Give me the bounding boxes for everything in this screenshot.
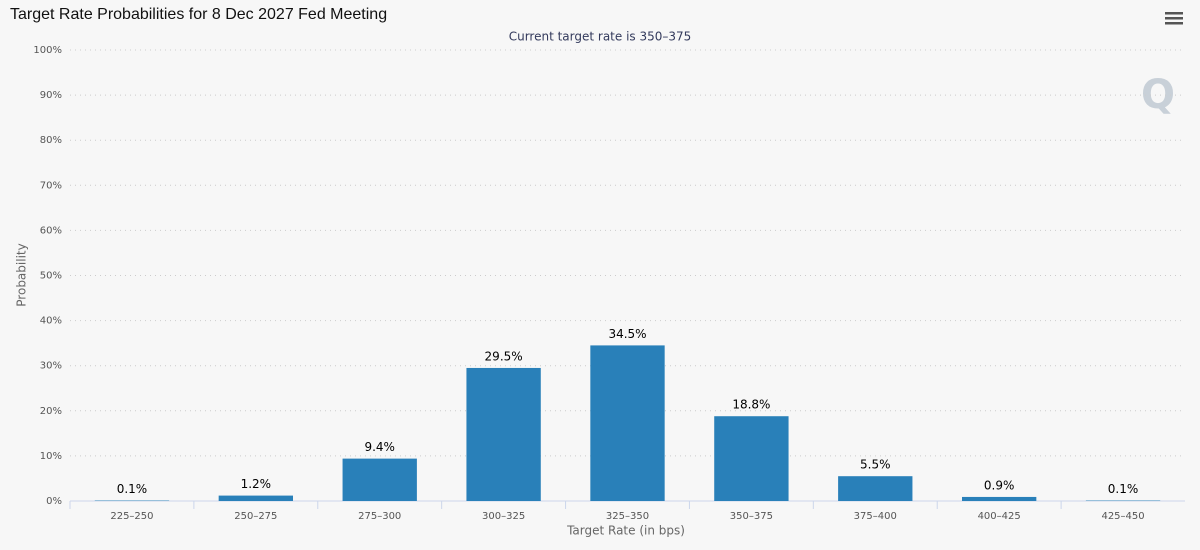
data-label: 34.5% bbox=[608, 327, 646, 341]
y-tick-label: 80% bbox=[40, 135, 62, 146]
x-tick-label: 300–325 bbox=[482, 511, 525, 522]
y-tick-label: 70% bbox=[40, 180, 62, 191]
watermark-logo: Q bbox=[1141, 72, 1175, 118]
data-label: 5.5% bbox=[860, 458, 891, 472]
bar bbox=[962, 496, 1037, 501]
bar bbox=[342, 458, 417, 501]
bar bbox=[218, 495, 293, 501]
menu-button[interactable] bbox=[1165, 12, 1183, 25]
data-label: 1.2% bbox=[241, 477, 272, 491]
x-tick-label: 325–350 bbox=[606, 511, 649, 522]
y-tick-label: 40% bbox=[40, 316, 62, 327]
y-tick-label: 90% bbox=[40, 90, 62, 101]
bar bbox=[838, 476, 913, 501]
data-label: 18.8% bbox=[732, 398, 770, 412]
x-tick-label: 225–250 bbox=[110, 511, 153, 522]
data-label: 0.1% bbox=[1108, 482, 1139, 496]
data-label: 0.9% bbox=[984, 478, 1015, 492]
x-tick-label: 275–300 bbox=[358, 511, 401, 522]
x-tick-label: 375–400 bbox=[854, 511, 897, 522]
y-tick-label: 60% bbox=[40, 225, 62, 236]
y-tick-label: 30% bbox=[40, 361, 62, 372]
x-axis-label: Target Rate (in bps) bbox=[566, 524, 685, 538]
y-tick-label: 50% bbox=[40, 271, 62, 282]
chart-title: Target Rate Probabilities for 8 Dec 2027… bbox=[10, 6, 387, 23]
bar bbox=[714, 416, 789, 501]
y-tick-label: 100% bbox=[33, 45, 62, 56]
x-tick-label: 350–375 bbox=[730, 511, 773, 522]
data-label: 9.4% bbox=[364, 440, 395, 454]
y-axis-label: Probability bbox=[15, 243, 29, 306]
x-tick-label: 400–425 bbox=[978, 511, 1021, 522]
y-tick-label: 0% bbox=[46, 496, 62, 507]
chart-subtitle: Current target rate is 350–375 bbox=[509, 30, 692, 44]
y-tick-label: 20% bbox=[40, 406, 62, 417]
bar bbox=[466, 367, 541, 501]
bar bbox=[590, 345, 665, 501]
data-label: 29.5% bbox=[485, 349, 523, 363]
x-tick-label: 425–450 bbox=[1101, 511, 1144, 522]
x-tick-label: 250–275 bbox=[234, 511, 277, 522]
data-label: 0.1% bbox=[117, 482, 148, 496]
y-tick-label: 10% bbox=[40, 451, 62, 462]
